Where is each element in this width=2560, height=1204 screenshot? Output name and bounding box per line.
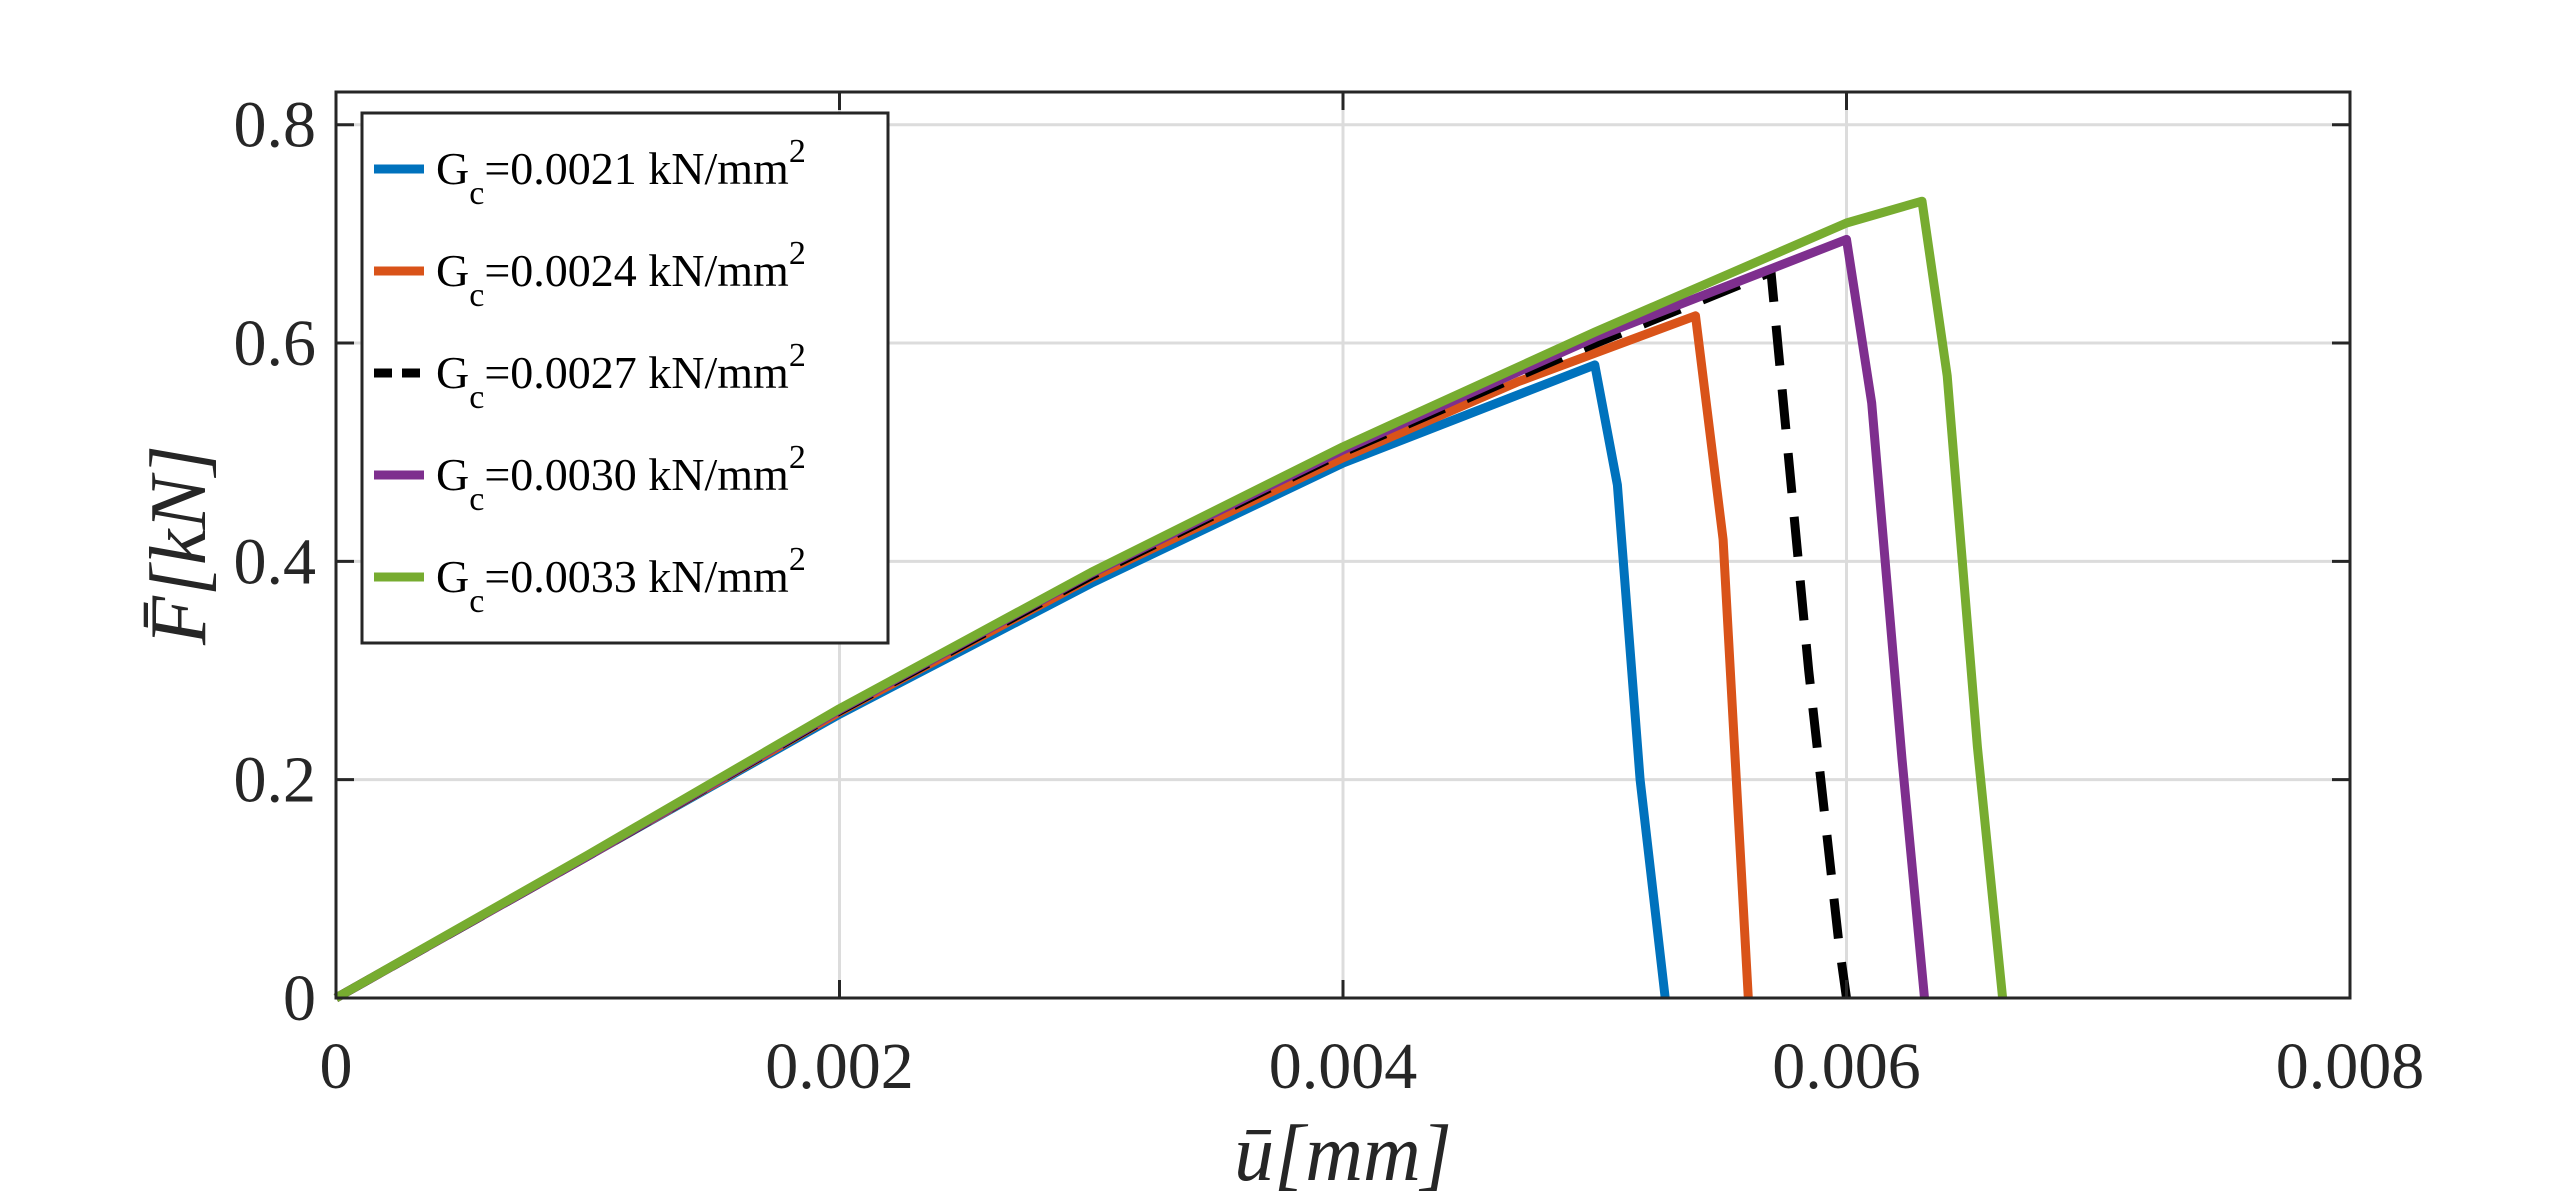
legend-label: Gc=0.0024 kN/mm2: [436, 235, 806, 314]
x-tick-label: 0.004: [1269, 1030, 1418, 1103]
x-axis-label: ū[mm]: [1234, 1110, 1452, 1198]
series-line-3: [333, 267, 1851, 1002]
y-tick-label: 0.2: [234, 744, 317, 817]
legend-label: Gc=0.0021 kN/mm2: [436, 133, 806, 212]
legend: Gc=0.0021 kN/mm2 Gc=0.0024 kN/mm2 Gc=0.002…: [360, 111, 890, 645]
y-tick-label: 0.6: [234, 307, 317, 380]
y-tick-label: 0.4: [234, 525, 317, 598]
ticks: [334, 92, 2352, 1000]
x-tick-label: 0.006: [1772, 1030, 1921, 1103]
x-tick-label: 0: [320, 1030, 353, 1103]
x-tick-label: 0.002: [765, 1030, 914, 1103]
legend-label: Gc=0.0033 kN/mm2: [436, 541, 806, 620]
series-line-5: [333, 196, 2008, 1002]
y-tick-label: 0: [283, 962, 316, 1035]
tick-labels: 0 0.002 0.004 0.006 0.008 0 0.2 0.4 0.6 0.8: [234, 89, 2425, 1103]
legend-label: Gc=0.0027 kN/mm2: [436, 337, 806, 416]
legend-label: Gc=0.0030 kN/mm2: [436, 439, 806, 518]
y-axis-label: F̄[kN]: [135, 445, 223, 646]
y-tick-label: 0.8: [234, 89, 317, 162]
series-layer: [333, 196, 2008, 1002]
legend-box: [360, 111, 890, 645]
x-tick-label: 0.008: [2276, 1030, 2425, 1103]
